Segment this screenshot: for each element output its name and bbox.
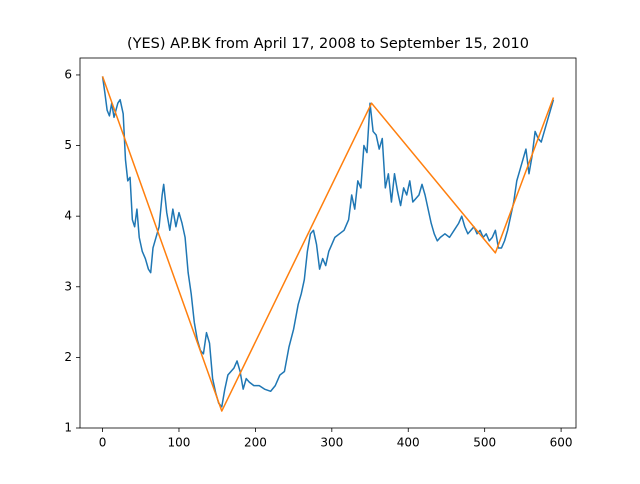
x-tick-label: 0: [99, 436, 107, 450]
y-tick-label: 2: [64, 350, 72, 364]
y-tick-label: 3: [64, 279, 72, 293]
x-tick-label: 300: [320, 436, 343, 450]
plot-frame: [79, 57, 577, 429]
x-tick-label: 600: [550, 436, 573, 450]
chart-title: (YES) AP.BK from April 17, 2008 to Septe…: [127, 36, 529, 52]
x-tick-label: 500: [473, 436, 496, 450]
y-tick-label: 5: [64, 138, 72, 152]
x-tick-label: 100: [168, 436, 191, 450]
y-tick-label: 4: [64, 209, 72, 223]
x-tick-label: 200: [244, 436, 267, 450]
line: [101, 76, 555, 408]
line: [101, 76, 555, 412]
y-tick-label: 1: [64, 421, 72, 435]
y-tick-label: 6: [64, 67, 72, 81]
x-tick-label: 400: [397, 436, 420, 450]
